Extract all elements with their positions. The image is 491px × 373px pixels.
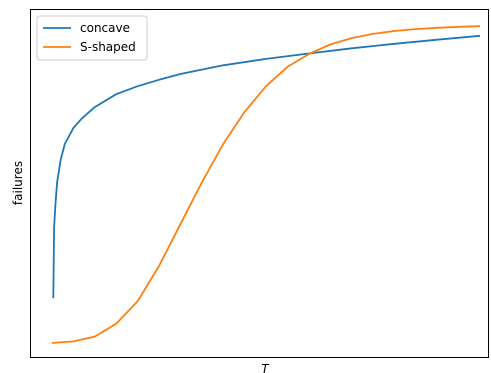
legend-label-concave: concave — [80, 21, 130, 35]
legend: concave S-shaped — [36, 15, 148, 61]
x-axis-label: T — [261, 362, 270, 373]
plot-frame — [30, 9, 489, 358]
legend-label-s-shaped: S-shaped — [80, 40, 136, 54]
series-line-concave — [52, 34, 481, 299]
legend-box — [36, 15, 148, 61]
series-layer — [51, 25, 481, 344]
series-line-s-shaped — [51, 25, 481, 344]
y-axis-label: failures — [11, 161, 25, 205]
